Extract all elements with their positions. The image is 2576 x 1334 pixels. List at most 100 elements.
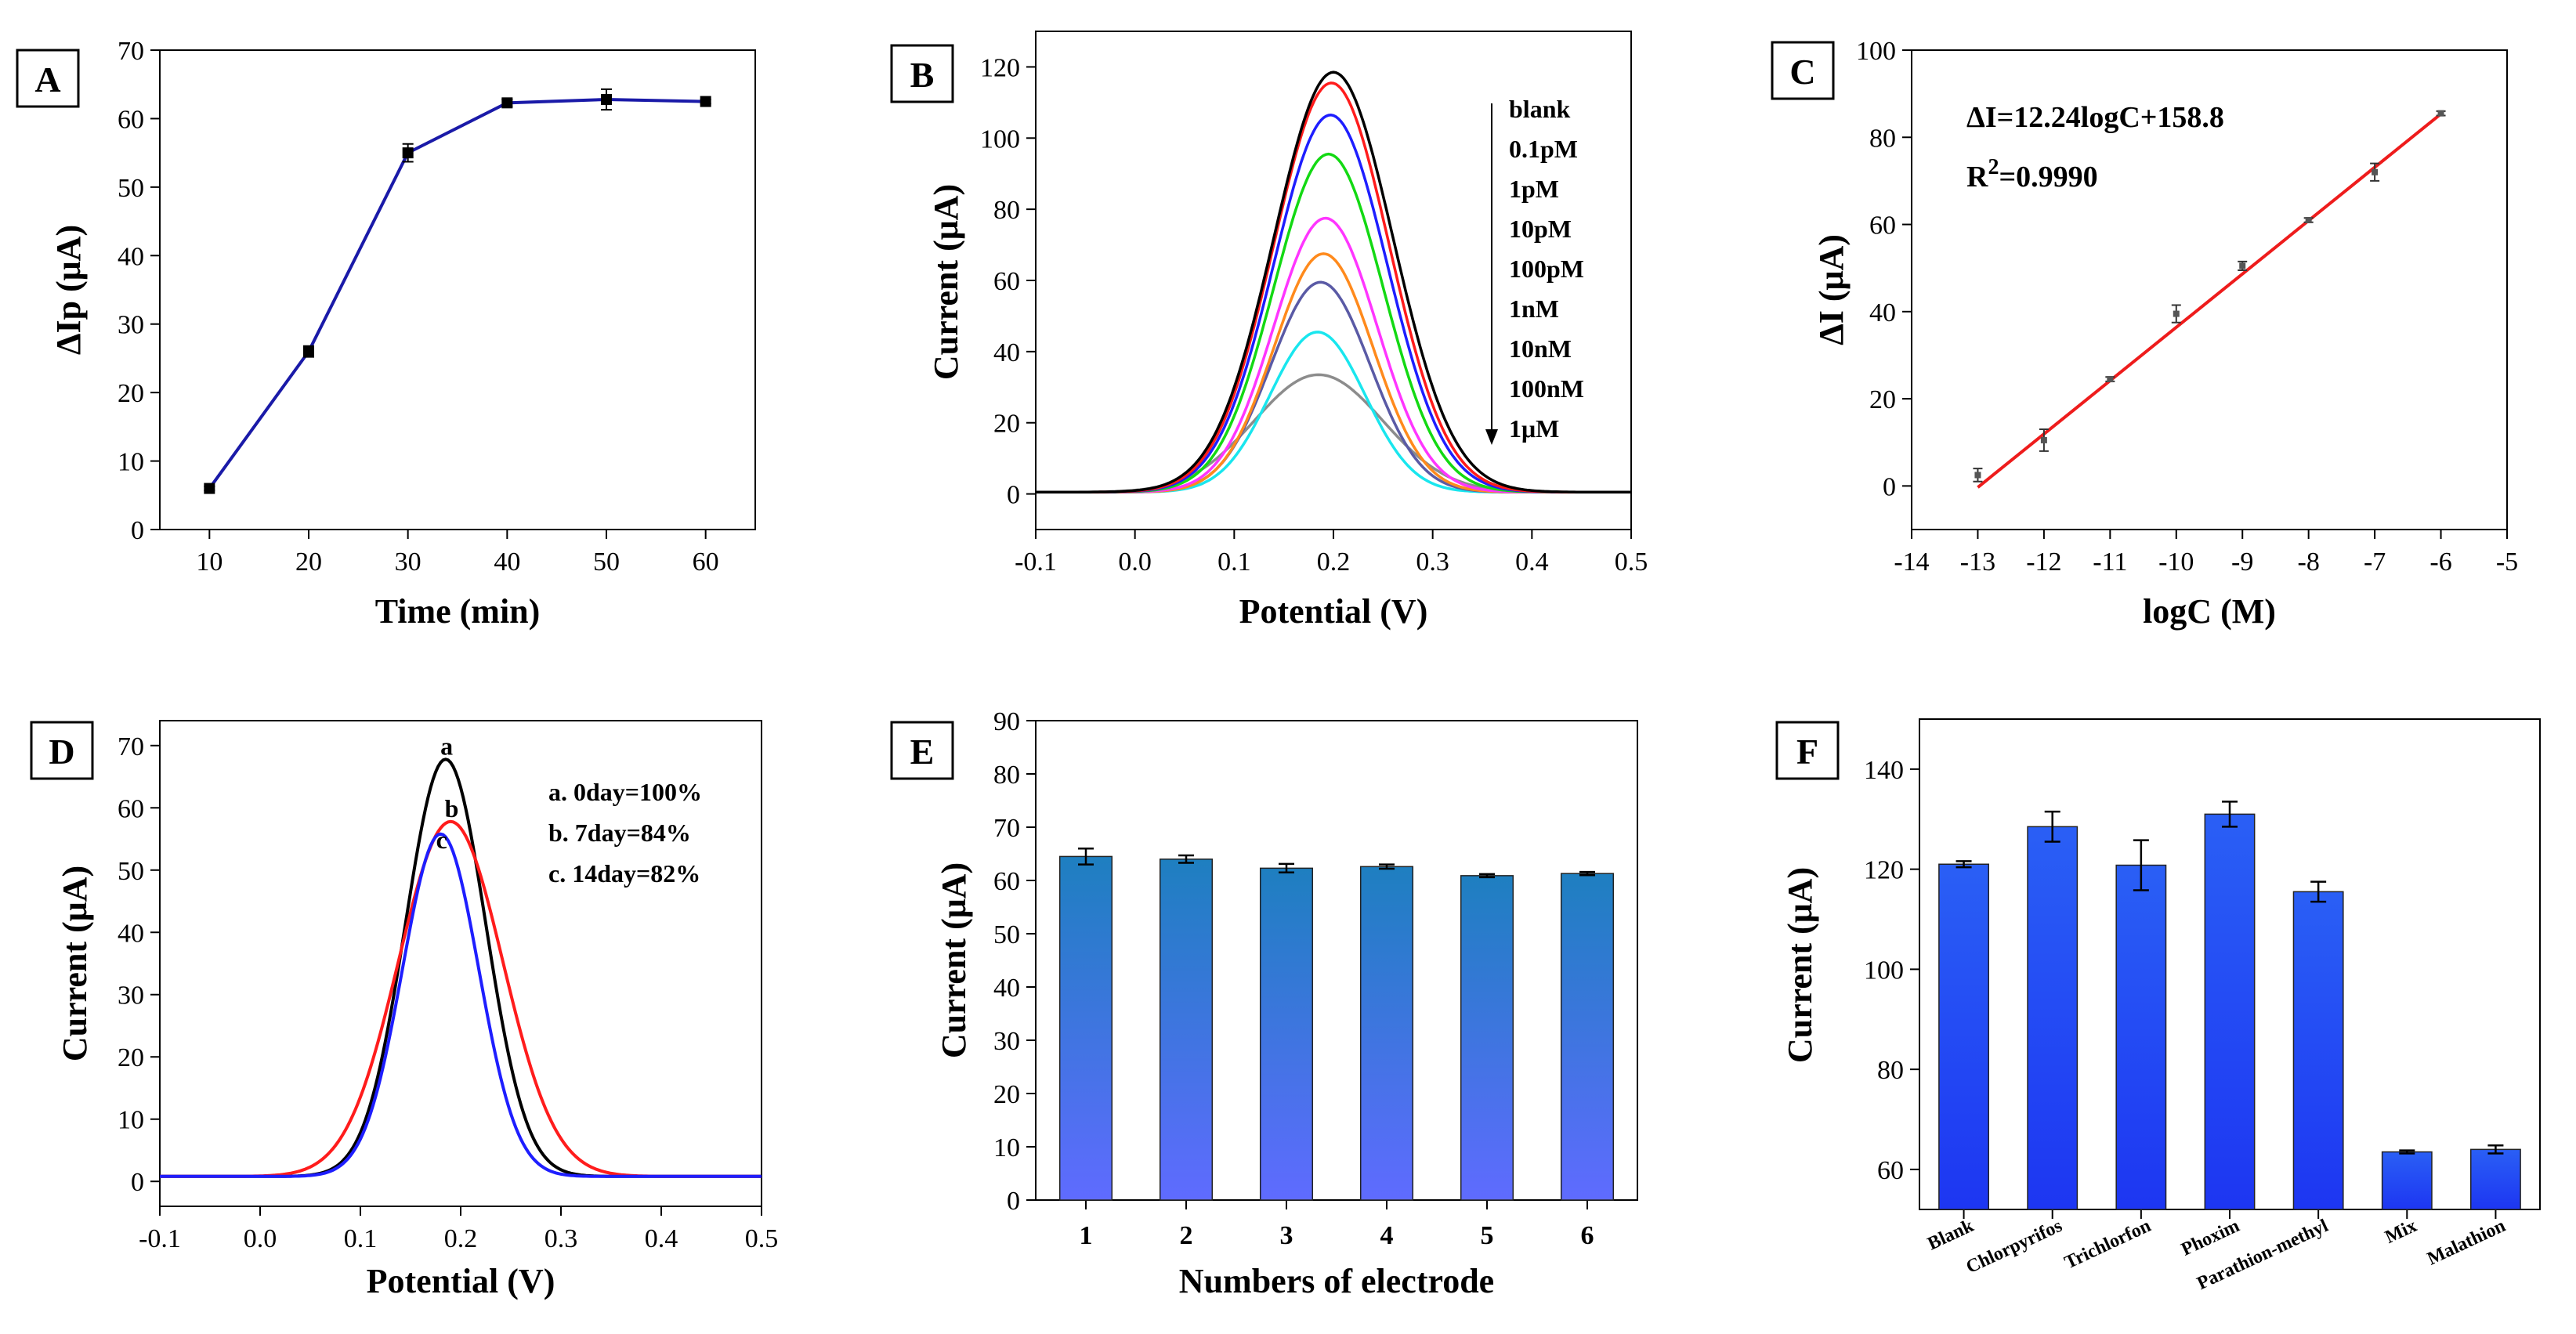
curve-label-d-2: c	[436, 826, 447, 854]
plot-frame-c	[1911, 49, 2508, 530]
panel-label-box-d: D	[30, 721, 94, 780]
a-xtick-label-4: 50	[593, 548, 620, 577]
error-bar-e-2	[1279, 862, 1294, 874]
data-point-c-7	[2437, 110, 2444, 117]
f-category-label-2: Trichlorfon	[2061, 1216, 2154, 1274]
error-bar-f-2	[2133, 839, 2149, 891]
d-ytick-label-2: 20	[118, 1043, 144, 1072]
x-axis-label-e: Numbers of electrode	[1179, 1262, 1494, 1300]
b-xtick-label-1: 0.0	[1118, 548, 1152, 577]
data-point-a-4	[601, 93, 612, 105]
e-category-label-5: 6	[1581, 1221, 1594, 1250]
legend-d: a bc a. 0day=100% b. 7day=84% c. 14day=82%	[436, 732, 702, 888]
d-xtick-label-4: 0.3	[545, 1224, 578, 1253]
marks-d	[160, 757, 762, 1178]
legend-label-b-8: 1μM	[1509, 414, 1559, 443]
a-ytick-label-4: 40	[118, 242, 144, 271]
panel-f: F 60 80 100 120 140 BlankChlorpyrifosTrichlor…	[1775, 718, 2541, 1294]
b-xtick-label-3: 0.2	[1317, 548, 1351, 577]
legend-label-d-2: c. 14day=82%	[548, 859, 700, 888]
bar-e-0	[1058, 855, 1113, 1201]
bar-e-5	[1560, 873, 1615, 1201]
b-ytick-label-2: 40	[993, 338, 1020, 367]
d-ytick-label-7: 70	[118, 732, 144, 761]
marks-f	[1938, 801, 2521, 1210]
error-bar-e-3	[1379, 863, 1395, 870]
b-ytick-label-0: 0	[1007, 481, 1020, 510]
series-line-a	[208, 97, 706, 490]
d-ytick-label-0: 0	[131, 1168, 144, 1197]
panel-d: D -0.1 0.0 0.1 0.2 0.3 0.4 0.5010203040506070 …	[30, 720, 778, 1300]
a-xtick-label-3: 40	[494, 548, 520, 577]
ticks-d: -0.1 0.0 0.1 0.2 0.3 0.4 0.5 0 10 20 30 40 50 60 70	[118, 732, 778, 1253]
f-category-label-1: Chlorpyrifos	[1963, 1216, 2066, 1278]
legend-label-b-5: 1nM	[1509, 295, 1559, 323]
panel-e: E 0 10 20 30 40 50 60 70 80 90 1 2 3 4 5 6 Numbers of e…	[890, 707, 1638, 1300]
panel-label-b: B	[910, 55, 935, 95]
legend-label-b-6: 10nM	[1509, 334, 1572, 363]
a-xtick-label-1: 20	[295, 548, 322, 577]
c-ytick-label-0: 0	[1883, 472, 1896, 501]
d-ytick-label-4: 40	[118, 919, 144, 948]
d-xtick-label-1: 0.0	[244, 1224, 277, 1253]
data-point-c-1	[2040, 436, 2047, 443]
ticks-a: 10 20 30 40 50 60 0 10 20 30 40 50 60 70	[118, 37, 719, 577]
a-xtick-label-2: 30	[395, 548, 421, 577]
legend-label-d-1: b. 7day=84%	[548, 819, 691, 847]
bar-f-0	[1938, 863, 1990, 1210]
c-ytick-label-5: 100	[1856, 37, 1896, 66]
data-point-c-0	[1974, 472, 1981, 479]
f-ytick-label-0: 60	[1877, 1156, 1904, 1185]
a-ytick-label-1: 10	[118, 448, 144, 477]
r-squared-c: R2=0.9990	[1966, 155, 2098, 193]
d-ytick-label-6: 60	[118, 794, 144, 823]
marks-e	[1058, 847, 1615, 1201]
e-category-label-4: 5	[1481, 1221, 1494, 1250]
error-bar-f-5	[2399, 1149, 2415, 1155]
panel-label-box-b: B	[890, 44, 954, 103]
a-ytick-label-2: 20	[118, 379, 144, 408]
y-axis-label-b: Current (μA)	[927, 184, 965, 380]
d-xtick-label-3: 0.2	[444, 1224, 478, 1253]
legend-label-b-1: 0.1pM	[1509, 135, 1578, 163]
panel-label-box-f: F	[1775, 721, 1840, 780]
bar-e-1	[1159, 859, 1214, 1201]
r-squared-sup: 2	[1988, 155, 1999, 179]
panel-label-box-c: C	[1771, 41, 1835, 100]
error-bar-f-4	[2310, 880, 2327, 903]
panel-a: A 10 20 30 40 50 60 0 10 20 30 40 50 60 70 Time (min)…	[16, 37, 756, 631]
a-ytick-label-5: 50	[118, 174, 144, 203]
legend-arrow-head-b	[1485, 429, 1498, 445]
bar-e-3	[1359, 866, 1414, 1201]
e-ytick-label-8: 80	[993, 761, 1020, 790]
y-axis-label-a: ΔIp (μA)	[49, 225, 88, 355]
bar-e-2	[1259, 867, 1314, 1201]
c-xtick-label-1: -13	[1960, 548, 1995, 577]
ticks-e: 0 10 20 30 40 50 60 70 80 90 1 2 3 4 5 6	[993, 707, 1594, 1250]
data-point-a-5	[700, 96, 711, 107]
f-ytick-label-1: 80	[1877, 1056, 1904, 1085]
c-ytick-label-4: 80	[1869, 124, 1896, 153]
f-category-label-6: Malathion	[2424, 1216, 2509, 1270]
c-ytick-label-3: 60	[1869, 211, 1896, 240]
data-point-c-6	[2372, 168, 2379, 175]
x-axis-label-c: logC (M)	[2143, 592, 2276, 631]
x-axis-label-a: Time (min)	[375, 592, 541, 631]
ticks-c: 0 20 40 60 80 100 -14 -13 -12 -11 -10 -9 -8 -7 -6 -5	[1856, 37, 2518, 577]
bar-f-4	[2292, 891, 2344, 1210]
a-ytick-label-6: 60	[118, 105, 144, 134]
c-xtick-label-2: -12	[2026, 548, 2061, 577]
marks-b	[1036, 70, 1631, 494]
bar-f-3	[2204, 813, 2256, 1210]
e-ytick-label-3: 30	[993, 1027, 1020, 1056]
b-ytick-label-1: 20	[993, 410, 1020, 439]
b-ytick-label-5: 100	[980, 125, 1020, 154]
a-ytick-label-0: 0	[131, 516, 144, 545]
error-bar-f-0	[1956, 860, 1972, 869]
panel-label-a: A	[34, 60, 60, 99]
error-bar-e-4	[1479, 873, 1495, 879]
f-category-label-0: Blank	[1924, 1216, 1977, 1255]
b-ytick-label-3: 60	[993, 267, 1020, 296]
b-xtick-label-6: 0.5	[1615, 548, 1648, 577]
